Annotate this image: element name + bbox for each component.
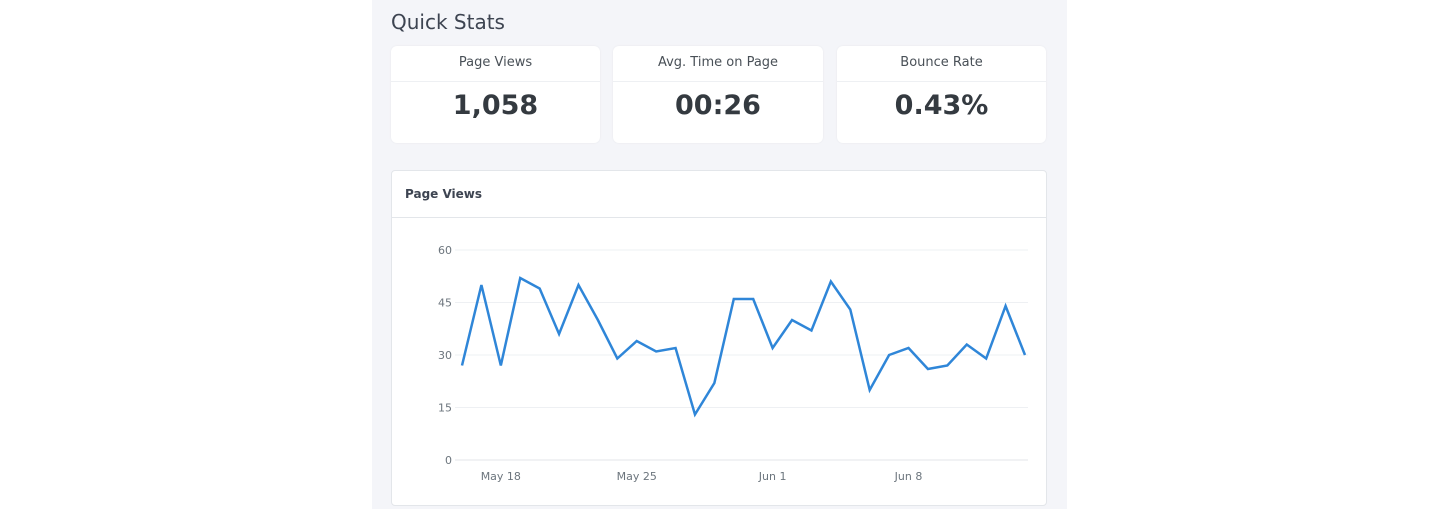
x-tick-label: Jun 8 xyxy=(894,470,923,483)
stat-card-avg-time: Avg. Time on Page 00:26 xyxy=(613,46,823,143)
y-tick-label: 45 xyxy=(438,297,452,310)
y-tick-label: 60 xyxy=(438,244,452,257)
x-tick-label: May 18 xyxy=(481,470,521,483)
section-title: Quick Stats xyxy=(391,10,505,34)
stat-value: 1,058 xyxy=(452,90,539,121)
stat-card-page-views: Page Views 1,058 xyxy=(391,46,600,143)
stat-value: 00:26 xyxy=(675,90,761,121)
stat-value: 0.43% xyxy=(894,90,989,121)
page-views-chart-card: Page Views 0 15 30 45 60 May 18 May 25 Jun 1 Jun… xyxy=(391,170,1047,506)
page-views-series-line xyxy=(460,276,1027,418)
chart-title: Page Views xyxy=(392,171,1046,218)
x-tick-label: May 25 xyxy=(617,470,657,483)
x-tick-label: Jun 1 xyxy=(758,470,787,483)
y-tick-label: 30 xyxy=(438,349,452,362)
stat-label: Page Views xyxy=(391,46,600,82)
quick-stats-panel: Quick Stats Page Views 1,058 Avg. Time o… xyxy=(372,0,1067,509)
page-views-line-chart: 0 15 30 45 60 May 18 May 25 Jun 1 Jun 8 xyxy=(438,244,1028,483)
y-tick-label: 15 xyxy=(438,402,452,415)
stat-label: Bounce Rate xyxy=(837,46,1046,82)
stat-card-bounce-rate: Bounce Rate 0.43% xyxy=(837,46,1046,143)
y-tick-label: 0 xyxy=(445,454,452,467)
stat-label: Avg. Time on Page xyxy=(613,46,823,82)
